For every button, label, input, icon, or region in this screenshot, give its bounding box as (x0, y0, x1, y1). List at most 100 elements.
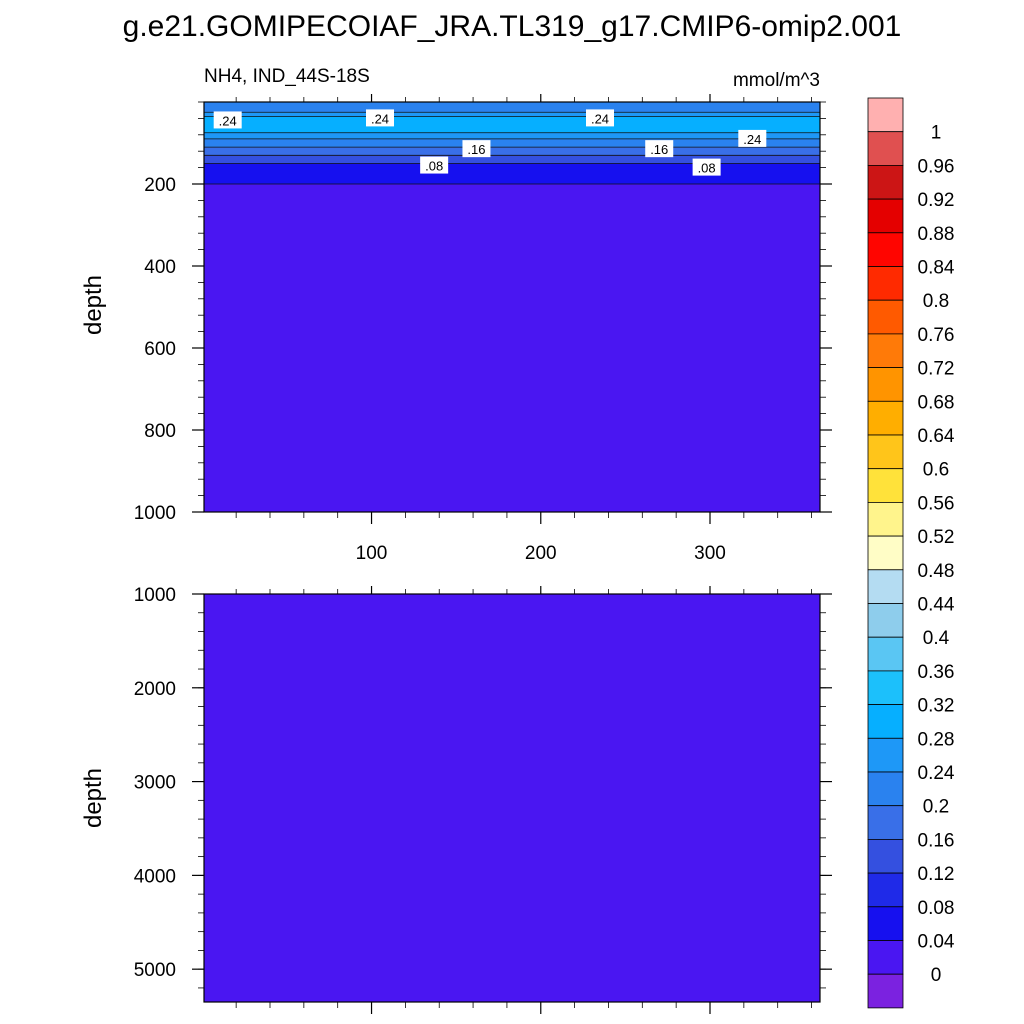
colorbar-label: 0.92 (918, 190, 955, 211)
colorbar-swatch (867, 569, 904, 604)
x-tick-label: 200 (525, 543, 557, 564)
colorbar-label: 0.12 (918, 864, 955, 885)
colorbar-label: 0 (931, 965, 942, 986)
colorbar-swatch (867, 299, 904, 335)
variable-label: NH4, IND_44S-18S (204, 66, 370, 87)
contour-label: .24 (366, 109, 394, 127)
colorbar-label: 0.68 (918, 392, 955, 413)
colorbar-label: 0.4 (923, 628, 950, 649)
colorbar: 0 0.04 0.08 0.12 0.16 0.2 0.24 0.28 0.32 0.36 0.4 0… (867, 97, 955, 1009)
y-tick-label: 600 (144, 339, 176, 360)
contour-band (204, 594, 820, 1002)
colorbar-label: 0.08 (918, 898, 955, 919)
svg-text:.16: .16 (650, 142, 668, 157)
colorbar-swatch (867, 872, 904, 908)
colorbar-label: 0.88 (918, 224, 955, 245)
colorbar-label: 0.76 (918, 325, 955, 346)
colorbar-swatch (867, 805, 904, 840)
colorbar-swatch (867, 940, 904, 975)
contour-band (204, 163, 820, 184)
contour-band (204, 184, 820, 512)
x-tick-label: 300 (694, 543, 726, 564)
colorbar-swatch (867, 131, 904, 166)
colorbar-swatch (867, 839, 904, 874)
svg-text:.24: .24 (371, 111, 389, 126)
contour-band (204, 112, 820, 117)
colorbar-label: 0.96 (918, 156, 955, 177)
colorbar-swatch (867, 771, 904, 807)
y-tick-label: 800 (144, 421, 176, 442)
colorbar-label: 0.24 (918, 763, 955, 784)
contour-label: .24 (213, 111, 242, 129)
colorbar-swatch (867, 973, 904, 1009)
colorbar-label: 0.04 (918, 932, 955, 953)
colorbar-swatch (867, 535, 904, 571)
contour-band (204, 102, 820, 113)
y-tick-label: 1000 (134, 503, 176, 524)
colorbar-swatch (867, 906, 904, 941)
colorbar-swatch (867, 164, 904, 200)
y-tick-label: 3000 (134, 773, 176, 794)
colorbar-label: 0.28 (918, 729, 955, 750)
y-axis-label: depth (80, 768, 107, 828)
colorbar-swatch (867, 198, 904, 234)
contour-band (204, 147, 820, 156)
colorbar-swatch (867, 636, 904, 672)
colorbar-label: 0.84 (918, 258, 955, 279)
chart-title: g.e21.GOMIPECOIAF_JRA.TL319_g17.CMIP6-om… (123, 10, 902, 43)
colorbar-swatch (867, 97, 904, 133)
y-tick-label: 400 (144, 257, 176, 278)
colorbar-swatch (867, 232, 904, 267)
y-tick-label: 1000 (134, 585, 176, 606)
contour-label: .16 (645, 140, 674, 158)
colorbar-label: 0.2 (923, 797, 949, 818)
colorbar-swatch (867, 501, 904, 537)
colorbar-swatch (867, 737, 904, 773)
colorbar-swatch (867, 468, 904, 503)
colorbar-swatch (867, 367, 904, 402)
upper-depth-section: 200 400 600 800 1000 100 200 300 depth .24 .24 .24.… (80, 94, 832, 564)
contour-band (204, 155, 820, 164)
colorbar-label: 0.32 (918, 696, 955, 717)
plot-frame (203, 101, 821, 513)
contour-label: .24 (586, 109, 614, 127)
colorbar-label: 0.16 (918, 830, 955, 851)
contour-band (204, 132, 820, 139)
y-axis-label: depth (80, 275, 107, 335)
colorbar-swatch (867, 333, 904, 368)
contour-label: .08 (420, 156, 449, 174)
x-tick-label: 100 (356, 543, 388, 564)
colorbar-label: 0.8 (923, 291, 949, 312)
colorbar-swatch (867, 603, 904, 638)
contour-band (204, 138, 820, 148)
colorbar-label: 0.48 (918, 561, 955, 582)
colorbar-label: 0.44 (918, 595, 955, 616)
colorbar-label: 0.64 (918, 426, 955, 447)
svg-text:.08: .08 (698, 161, 716, 176)
colorbar-label: 0.72 (918, 359, 955, 380)
y-tick-label: 5000 (134, 960, 176, 981)
colorbar-swatch (867, 266, 904, 301)
contour-label: .16 (462, 140, 491, 158)
colorbar-label: 0.56 (918, 493, 955, 514)
colorbar-label: 1 (931, 123, 942, 144)
contour-band (204, 116, 820, 133)
svg-text:.24: .24 (591, 111, 609, 126)
plot-frame (203, 593, 821, 1003)
colorbar-label: 0.6 (923, 460, 949, 481)
colorbar-swatch (867, 434, 904, 470)
contour-label: .08 (692, 158, 721, 176)
units-label: mmol/m^3 (733, 70, 820, 91)
contour-label: .24 (738, 129, 767, 147)
colorbar-swatch (867, 670, 904, 706)
colorbar-swatch (867, 400, 904, 436)
svg-text:.24: .24 (219, 113, 237, 128)
lower-depth-section: 1000 2000 3000 4000 5000 depth (80, 585, 832, 1014)
colorbar-swatch (867, 704, 904, 739)
svg-text:.24: .24 (743, 132, 761, 147)
y-tick-label: 2000 (134, 679, 176, 700)
colorbar-label: 0.52 (918, 527, 955, 548)
y-tick-label: 4000 (134, 866, 176, 887)
colorbar-label: 0.36 (918, 662, 955, 683)
